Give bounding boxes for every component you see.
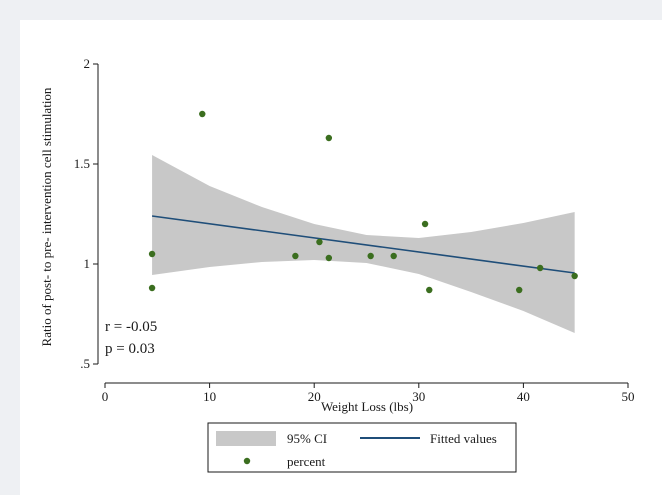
y-tick-label: 1.5 <box>74 156 90 171</box>
legend-label-ci: 95% CI <box>287 431 327 446</box>
fit-line-layer <box>151 215 575 274</box>
legend-swatch-ci <box>216 431 276 446</box>
legend: 95% CI Fitted values percent <box>207 422 517 473</box>
data-point <box>325 254 333 262</box>
annotation-r: r = -0.05 <box>105 319 157 335</box>
legend-label-percent: percent <box>287 454 326 469</box>
data-point <box>571 272 578 280</box>
data-point <box>316 238 323 246</box>
x-tick-label: 30 <box>412 389 425 404</box>
data-point <box>292 252 299 260</box>
x-tick-label: 0 <box>102 389 109 404</box>
data-point <box>516 286 523 294</box>
x-tick-label: 20 <box>308 389 321 404</box>
x-tick-label: 50 <box>622 389 635 404</box>
legend-swatch-percent <box>243 457 251 465</box>
data-point <box>148 284 156 292</box>
x-tick-label: 40 <box>517 389 530 404</box>
annotation-p: p = 0.03 <box>105 341 155 357</box>
chart-frame: .5 1 1.5 2 0 10 20 30 40 50 Ratio of post- to pre… <box>20 20 662 495</box>
data-point <box>367 252 374 260</box>
data-point <box>199 110 206 118</box>
data-point <box>426 286 433 294</box>
x-axis-label: Weight Loss (lbs) <box>321 399 413 414</box>
y-axis-label: Ratio of post- to pre- intervention cell… <box>39 87 54 346</box>
fitted-line <box>151 215 575 274</box>
y-tick-label: .5 <box>80 356 90 371</box>
y-tick-label: 1 <box>84 256 91 271</box>
data-point <box>421 220 429 228</box>
data-point <box>536 264 544 272</box>
data-point <box>148 250 156 258</box>
data-point <box>325 134 333 142</box>
points-layer <box>148 110 578 294</box>
data-point <box>390 252 397 260</box>
axes-layer: .511.520 10 20 30 40 50 <box>74 56 635 404</box>
y-tick-label: 2 <box>84 56 91 71</box>
scatter-chart: .511.520 10 20 30 40 50 Ratio of post- to pre… <box>39 56 635 473</box>
x-tick-label: 10 <box>203 389 216 404</box>
legend-label-fit: Fitted values <box>430 431 497 446</box>
